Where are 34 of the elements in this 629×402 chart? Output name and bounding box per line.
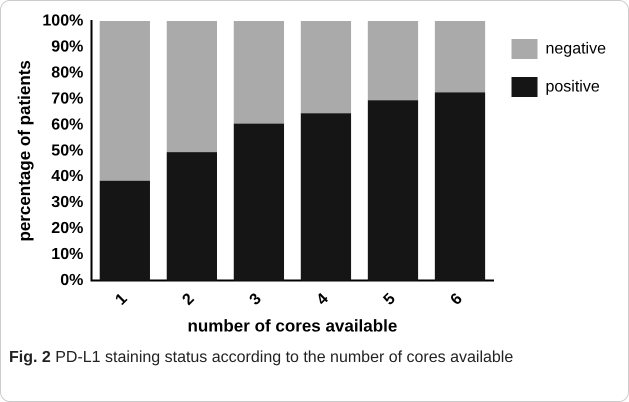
y-axis-title: percentage of patients [14,60,34,242]
bar [100,180,150,281]
y-tick-label: 70% [51,90,84,108]
bar [300,113,352,281]
bar [434,92,486,281]
bar [300,21,352,114]
y-tick-label: 30% [51,194,84,212]
bar [234,124,284,281]
x-axis-title: number of cores available [188,316,398,336]
x-tick-label: 3 [246,290,265,309]
x-tick-label: 2 [179,290,198,309]
y-tick-label: 80% [51,64,84,82]
y-tick-label: 0% [60,272,84,290]
y-tick-label: 90% [51,38,84,56]
bar [368,21,418,100]
y-tick-label: 40% [51,168,84,186]
legend-label: negative [546,40,606,58]
bar [434,21,486,92]
x-tick-label: 6 [448,290,466,309]
legend-label: positive [546,78,600,96]
caption: Fig. 2 PD-L1 staining status according to the number of cores available [9,348,514,368]
bar [166,152,218,281]
bar [100,21,150,181]
y-tick-label: 20% [51,220,84,238]
bar [234,21,284,124]
x-tick-label: 4 [314,290,332,309]
x-tick-label: 1 [112,290,131,309]
x-tick-label: 5 [380,290,399,309]
y-tick-label: 50% [51,142,84,160]
y-tick-label: 60% [51,116,84,134]
y-tick-label: 100% [42,12,84,30]
bar [368,100,418,281]
bar [166,21,218,152]
y-tick-label: 10% [51,246,84,264]
